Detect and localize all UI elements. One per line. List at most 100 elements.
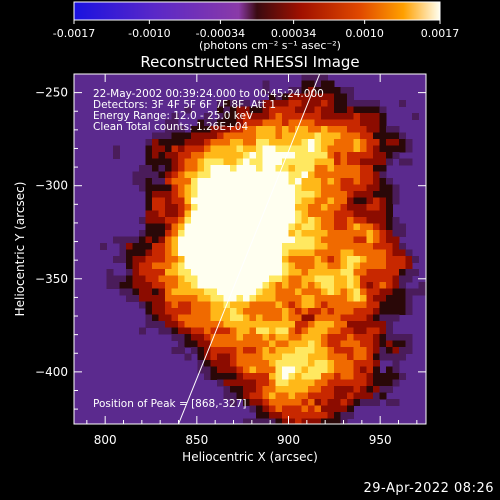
heatmap-cell [282, 373, 289, 380]
heatmap-cell [282, 230, 289, 237]
heatmap-cell [308, 165, 315, 172]
heatmap-cell [301, 126, 309, 133]
heatmap-cell [191, 321, 198, 328]
heatmap-cell [334, 295, 341, 302]
heatmap-cell [386, 262, 393, 270]
heatmap-cell [308, 132, 315, 140]
heatmap-cell [197, 340, 205, 348]
heatmap-cell [145, 223, 153, 231]
heatmap-cell [113, 145, 120, 153]
heatmap-cell [288, 197, 296, 205]
heatmap-cell [282, 282, 289, 289]
heatmap-cell [256, 197, 263, 205]
heatmap-cell [223, 392, 231, 400]
heatmap-cell [295, 100, 302, 107]
heatmap-cell [321, 360, 328, 367]
heatmap-cell [288, 327, 296, 335]
heatmap-cell [230, 230, 237, 237]
heatmap-cell [288, 334, 296, 341]
heatmap-cell [262, 353, 270, 361]
heatmap-cell [210, 353, 218, 361]
heatmap-cell [392, 236, 400, 244]
heatmap-cell [217, 139, 224, 146]
heatmap-cell [223, 360, 231, 367]
heatmap-cell [340, 217, 348, 224]
heatmap-cell [269, 301, 276, 309]
heatmap-cell [392, 301, 400, 309]
heatmap-cell [405, 139, 413, 146]
heatmap-cell [210, 327, 218, 335]
heatmap-cell [347, 158, 354, 166]
heatmap-cell [360, 366, 367, 374]
heatmap-cell [119, 275, 127, 283]
heatmap-cell [392, 197, 400, 205]
heatmap-cell [340, 139, 348, 146]
heatmap-cell [347, 353, 354, 361]
heatmap-cell [236, 392, 244, 400]
heatmap-cell [360, 113, 367, 120]
heatmap-cell [204, 301, 211, 309]
heatmap-cell [262, 119, 270, 127]
heatmap-cell [321, 210, 328, 218]
heatmap-cell [282, 171, 289, 179]
heatmap-cell [217, 249, 224, 257]
heatmap-cell [236, 119, 244, 127]
heatmap-cell [340, 113, 348, 120]
heatmap-cell [360, 301, 367, 309]
heatmap-cell [197, 223, 205, 231]
heatmap-cell [314, 230, 322, 237]
heatmap-cell [230, 256, 237, 263]
heatmap-cell [327, 282, 335, 289]
heatmap-cell [191, 145, 198, 153]
heatmap-cell [314, 100, 322, 107]
heatmap-cell [165, 165, 172, 172]
heatmap-cell [295, 87, 302, 94]
heatmap-cell [230, 126, 237, 133]
heatmap-cell [217, 197, 224, 205]
heatmap-cell [282, 165, 289, 172]
heatmap-cell [204, 158, 211, 166]
heatmap-cell [171, 327, 179, 335]
heatmap-cell [249, 178, 257, 185]
heatmap-cell [230, 269, 237, 276]
heatmap-cell [243, 100, 250, 107]
heatmap-cell [282, 126, 289, 133]
heatmap-cell [314, 204, 322, 211]
heatmap-cell [210, 269, 218, 276]
heatmap-cell [321, 119, 328, 127]
heatmap-cell [386, 184, 393, 192]
heatmap-cell [366, 288, 374, 296]
heatmap-cell [308, 340, 315, 348]
heatmap-cell [184, 340, 192, 348]
heatmap-cell [249, 392, 257, 400]
heatmap-cell [321, 132, 328, 140]
heatmap-cell [145, 301, 153, 309]
heatmap-cell [334, 87, 341, 94]
heatmap-cell [353, 249, 361, 257]
heatmap-cell [139, 256, 146, 263]
heatmap-cell [334, 321, 341, 328]
heatmap-cell [373, 360, 380, 367]
heatmap-cell [314, 360, 322, 367]
colorbar-tick-label: -0.0010 [128, 27, 170, 40]
heatmap-cell [184, 269, 192, 276]
heatmap-cell [249, 191, 257, 198]
heatmap-cell [236, 327, 244, 335]
heatmap-cell [178, 204, 185, 211]
heatmap-cell [353, 204, 361, 211]
heatmap-cell [334, 243, 341, 250]
heatmap-cell [236, 334, 244, 341]
heatmap-cell [132, 288, 140, 296]
heatmap-cell [275, 347, 283, 354]
heatmap-cell [204, 256, 211, 263]
heatmap-cell [321, 373, 328, 380]
heatmap-cell [217, 217, 224, 224]
x-axis-label: Heliocentric X (arcsec) [182, 450, 318, 464]
heatmap-cell [243, 275, 250, 283]
heatmap-cell [275, 191, 283, 198]
heatmap-cell [230, 392, 237, 400]
heatmap-cell [230, 139, 237, 146]
heatmap-cell [295, 249, 302, 257]
heatmap-cell [243, 126, 250, 133]
heatmap-cell [178, 145, 185, 153]
